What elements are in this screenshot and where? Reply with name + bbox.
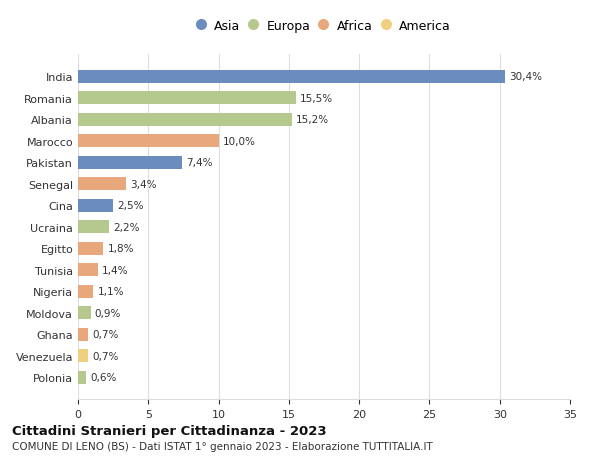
- Text: COMUNE DI LENO (BS) - Dati ISTAT 1° gennaio 2023 - Elaborazione TUTTITALIA.IT: COMUNE DI LENO (BS) - Dati ISTAT 1° genn…: [12, 441, 433, 451]
- Text: 0,6%: 0,6%: [91, 372, 117, 382]
- Bar: [78, 92, 296, 105]
- Bar: [78, 328, 88, 341]
- Bar: [78, 349, 88, 362]
- Text: 1,8%: 1,8%: [107, 244, 134, 254]
- Text: Cittadini Stranieri per Cittadinanza - 2023: Cittadini Stranieri per Cittadinanza - 2…: [12, 424, 326, 437]
- Text: 3,4%: 3,4%: [130, 179, 157, 189]
- Text: 15,2%: 15,2%: [296, 115, 329, 125]
- Bar: [78, 157, 182, 169]
- Bar: [78, 71, 505, 84]
- Bar: [78, 113, 292, 127]
- Legend: Asia, Europa, Africa, America: Asia, Europa, Africa, America: [194, 17, 454, 37]
- Text: 0,7%: 0,7%: [92, 330, 118, 339]
- Bar: [78, 135, 218, 148]
- Bar: [78, 178, 126, 191]
- Text: 2,5%: 2,5%: [118, 201, 144, 211]
- Bar: [78, 285, 94, 298]
- Text: 1,4%: 1,4%: [102, 265, 128, 275]
- Text: 30,4%: 30,4%: [509, 72, 542, 82]
- Text: 15,5%: 15,5%: [300, 94, 333, 104]
- Bar: [78, 221, 109, 234]
- Text: 0,9%: 0,9%: [95, 308, 121, 318]
- Bar: [78, 199, 113, 212]
- Text: 10,0%: 10,0%: [223, 136, 256, 146]
- Text: 1,1%: 1,1%: [98, 286, 124, 297]
- Bar: [78, 242, 103, 255]
- Bar: [78, 371, 86, 384]
- Bar: [78, 307, 91, 319]
- Text: 7,4%: 7,4%: [186, 158, 213, 168]
- Text: 2,2%: 2,2%: [113, 222, 140, 232]
- Text: 0,7%: 0,7%: [92, 351, 118, 361]
- Bar: [78, 263, 98, 276]
